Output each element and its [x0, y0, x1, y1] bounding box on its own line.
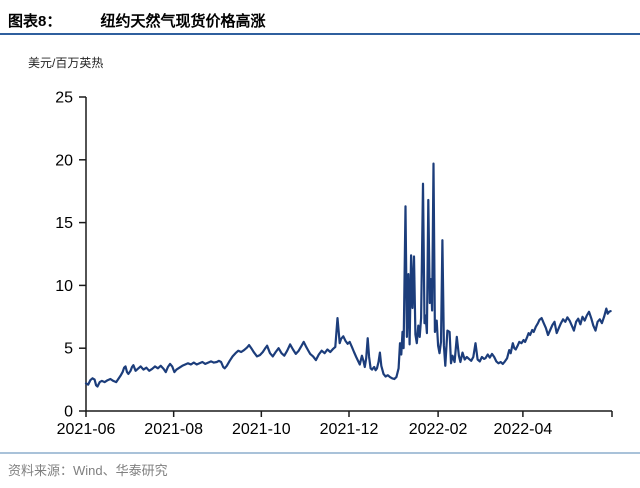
x-tick-label: 2022-02 — [409, 421, 468, 438]
y-axis-unit-label: 美元/百万英热 — [28, 56, 104, 70]
x-tick-label: 2021-10 — [232, 421, 291, 438]
y-tick-label: 25 — [55, 90, 73, 107]
title-divider — [0, 33, 640, 35]
price-line — [84, 162, 612, 388]
axes — [85, 97, 612, 412]
source-note: 资料来源：Wind、华泰研究 — [8, 463, 168, 478]
y-tick-label: 20 — [55, 152, 73, 169]
footer-divider — [0, 452, 640, 454]
figure-number-label: 图表8： — [8, 13, 62, 30]
y-tick-label: 10 — [55, 278, 73, 295]
y-tick-label: 0 — [64, 404, 73, 421]
y-tick-label: 5 — [64, 341, 73, 358]
x-tick-label: 2021-06 — [57, 421, 116, 438]
x-tick-label: 2021-12 — [320, 421, 379, 438]
figure-caption: 图表8： 纽约天然气现货价格高涨 — [8, 10, 266, 31]
x-tick-label: 2021-08 — [144, 421, 203, 438]
figure-title: 纽约天然气现货价格高涨 — [100, 13, 266, 30]
y-tick-label: 15 — [55, 215, 73, 232]
x-tick-label: 2022-04 — [494, 421, 553, 438]
